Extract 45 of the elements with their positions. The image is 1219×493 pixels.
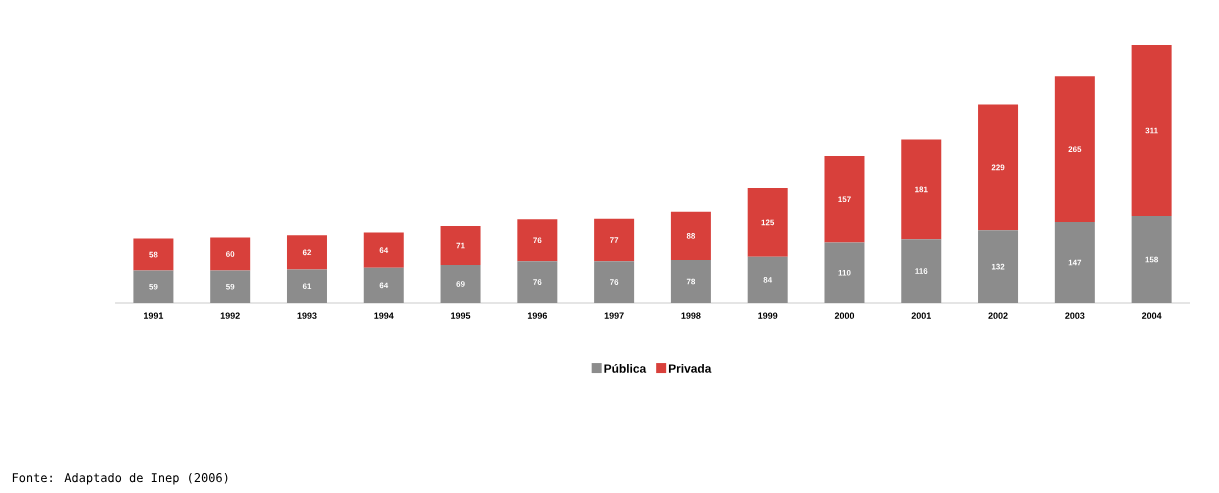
x-tick-label: 1996	[527, 312, 547, 319]
bar	[1131, 44, 1172, 217]
bar	[824, 242, 865, 303]
bar	[363, 232, 404, 268]
bar	[363, 267, 404, 303]
bar	[824, 156, 865, 243]
x-tick-label: 1993	[297, 312, 317, 319]
x-tick-label: 2004	[1141, 312, 1162, 319]
x-tick-label: 1992	[220, 312, 240, 319]
x-tick-label: 1998	[681, 312, 701, 319]
bar	[901, 139, 942, 240]
bar	[594, 261, 635, 303]
bar	[210, 270, 251, 303]
bar	[286, 235, 327, 270]
bar	[440, 225, 481, 266]
bar	[747, 188, 788, 257]
bar	[978, 230, 1019, 303]
bar	[286, 269, 327, 303]
x-tick-label: 2000	[834, 312, 855, 319]
x-tick-label: 1999	[758, 312, 778, 319]
bar	[670, 211, 711, 261]
source-note: Fonte: Adaptado de Inep (2006)	[12, 472, 228, 485]
bar	[517, 219, 558, 262]
legend-label: Privada	[668, 363, 712, 373]
x-tick-label: 1994	[374, 312, 394, 319]
x-tick-label: 1997	[604, 312, 624, 319]
x-tick-label: 1995	[451, 312, 471, 319]
bar	[1054, 76, 1095, 223]
bar	[133, 238, 174, 271]
bar	[901, 239, 942, 303]
bar	[517, 261, 558, 303]
bar	[133, 270, 174, 303]
bar	[440, 265, 481, 303]
x-tick-label: 1991	[143, 312, 164, 319]
x-tick-label: 2003	[1065, 312, 1085, 319]
bar	[978, 104, 1019, 231]
bar	[747, 256, 788, 303]
x-tick-label: 2002	[988, 312, 1008, 319]
bar	[670, 260, 711, 303]
bar	[1054, 222, 1095, 303]
bar	[1131, 216, 1172, 303]
legend-label: Pública	[604, 363, 647, 373]
x-tick-label: 2001	[911, 312, 931, 319]
bar	[594, 218, 635, 262]
bar	[210, 237, 251, 271]
